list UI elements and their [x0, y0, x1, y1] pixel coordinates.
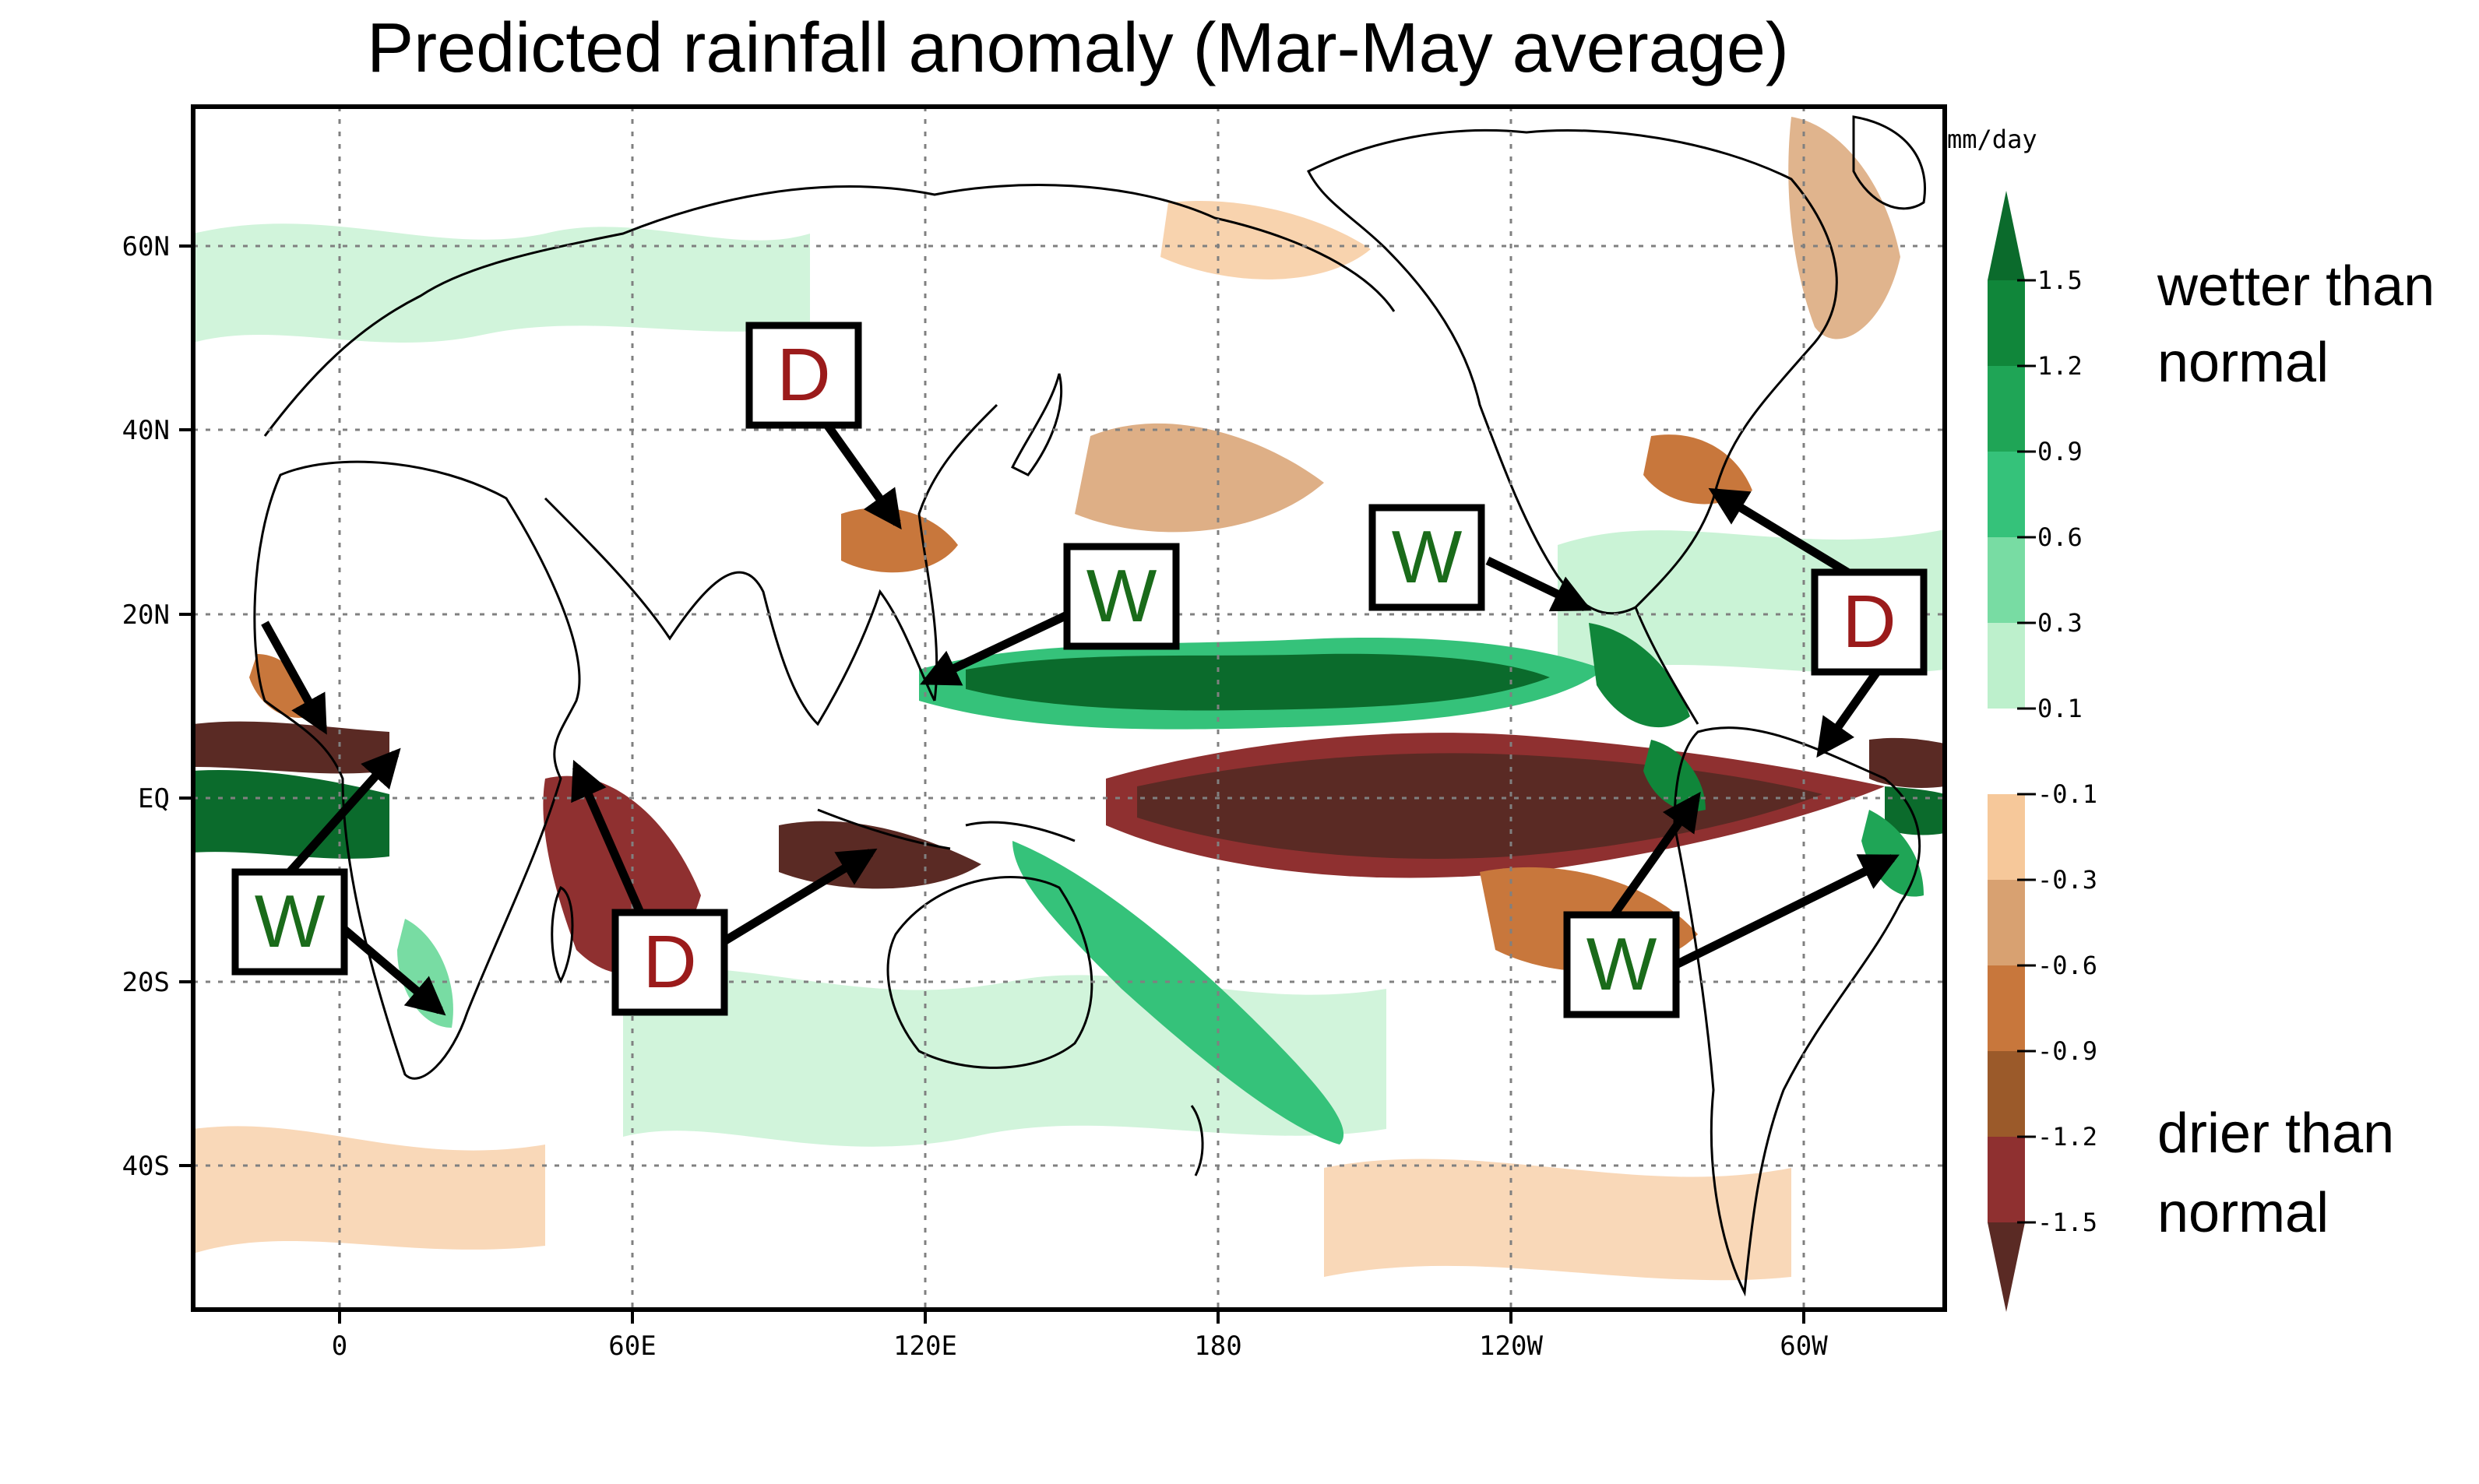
colorbar-label: 0.6 [2037, 522, 2083, 552]
arrow-n-south-america [1816, 666, 1882, 758]
colorbar-segment [1988, 709, 2025, 794]
colorbar-label: 1.5 [2037, 266, 2083, 295]
graticule [193, 107, 1945, 1310]
lon-axis: 0 60E 120E 180 120W 60W [332, 1310, 1828, 1362]
colorbar-segment [1988, 366, 2025, 452]
arrow-brazil [1672, 854, 1900, 969]
dry-label-americas: D [1842, 580, 1896, 663]
map-frame [191, 104, 1947, 1312]
dry-label-indian-ocean: D [643, 920, 696, 1004]
colorbar-label: -0.3 [2037, 865, 2097, 895]
lon-tick-60e: 60E [608, 1331, 656, 1362]
lat-tick-20s: 20S [122, 967, 170, 998]
wet-label-philippines: W [1086, 554, 1157, 638]
drier-label-line1: drier than [2157, 1102, 2394, 1165]
colorbar-label: 0.9 [2037, 437, 2083, 466]
colorbar-label: -1.2 [2037, 1122, 2097, 1152]
lat-tick-20n: 20N [122, 600, 170, 631]
wet-label-mexico: W [1392, 515, 1463, 599]
colorbar-label: -1.5 [2037, 1208, 2097, 1237]
colorbar-segment [1988, 537, 2025, 623]
dry-box-ne-asia [745, 322, 862, 429]
coastlines [253, 115, 1926, 1297]
colorbar-segments [1988, 191, 2025, 1312]
wet-box-mexico [1368, 504, 1485, 611]
lat-tick-60n: 60N [122, 231, 170, 262]
map-title: Predicted rainfall anomaly (Mar-May aver… [367, 9, 1789, 87]
colorbar-segment [1988, 880, 2025, 965]
colorbar-label: -0.6 [2037, 951, 2097, 980]
colorbar-label: 1.2 [2037, 351, 2083, 381]
arrow-southern-africa [340, 924, 446, 1016]
lat-tick-40s: 40S [122, 1151, 170, 1182]
arrow-east-africa [571, 759, 645, 915]
colorbar-label: -0.1 [2037, 779, 2097, 809]
colorbar-segment [1988, 191, 2025, 280]
wet-box-south-america [1563, 911, 1680, 1018]
arrow-maritime [720, 848, 878, 946]
arrow-gulf-guinea [286, 747, 401, 875]
dry-label-ne-asia: D [776, 333, 830, 417]
arrow-philippines [920, 611, 1069, 686]
lat-tick-eq: EQ [138, 783, 170, 814]
colorbar-segment [1988, 452, 2025, 537]
arrow-ecuador [1610, 791, 1701, 918]
lat-axis: 60N 40N 20N EQ 20S 40S [122, 231, 193, 1182]
lon-tick-0: 0 [332, 1331, 347, 1362]
lat-tick-40n: 40N [122, 415, 170, 446]
colorbar-label: -0.9 [2037, 1036, 2097, 1066]
wet-box-philippines [1063, 543, 1180, 650]
arrow-se-usa [1708, 487, 1850, 576]
colorbar-labels: 1.5 1.2 0.9 0.6 0.3 0.1 -0.1 -0.3 -0.6 -0.9 -1.2 -1… [2017, 266, 2097, 1237]
wet-label-south-america: W [1586, 923, 1657, 1006]
annotation-boxes: D W W D W D W [231, 322, 1928, 1018]
dry-box-indian-ocean [611, 909, 728, 1016]
wetter-label-line1: wetter than [2157, 255, 2435, 318]
colorbar-label: 0.3 [2037, 608, 2083, 638]
arrow-ne-asia [820, 417, 902, 530]
wet-box-africa [231, 868, 348, 976]
wetter-label-line2: normal [2157, 332, 2329, 394]
anomaly-field [193, 117, 1945, 1281]
dry-box-americas [1811, 568, 1928, 676]
arrow-west-africa [261, 621, 327, 735]
colorbar-segment [1988, 1222, 2025, 1312]
colorbar-segment [1988, 280, 2025, 366]
colorbar-segment [1988, 965, 2025, 1051]
colorbar-segment [1988, 623, 2025, 709]
lon-tick-60w: 60W [1780, 1331, 1828, 1362]
colorbar-segment [1988, 794, 2025, 880]
colorbar-label: 0.1 [2037, 694, 2083, 723]
colorbar-unit: mm/day [1947, 125, 2037, 154]
drier-label-line2: normal [2157, 1182, 2329, 1244]
colorbar-segment [1988, 1137, 2025, 1222]
annotation-arrows [261, 417, 1900, 1016]
lon-tick-120e: 120E [893, 1331, 957, 1362]
arrow-mexico [1485, 557, 1592, 612]
lon-tick-120w: 120W [1479, 1331, 1543, 1362]
lon-tick-180: 180 [1194, 1331, 1241, 1362]
colorbar-segment [1988, 1051, 2025, 1137]
wet-label-africa: W [255, 880, 326, 963]
colorbar: mm/day 1.5 1.2 0.9 0.6 0.3 0.1 -0.1 -0.3 -0.6 -0.… [1947, 125, 2435, 1312]
